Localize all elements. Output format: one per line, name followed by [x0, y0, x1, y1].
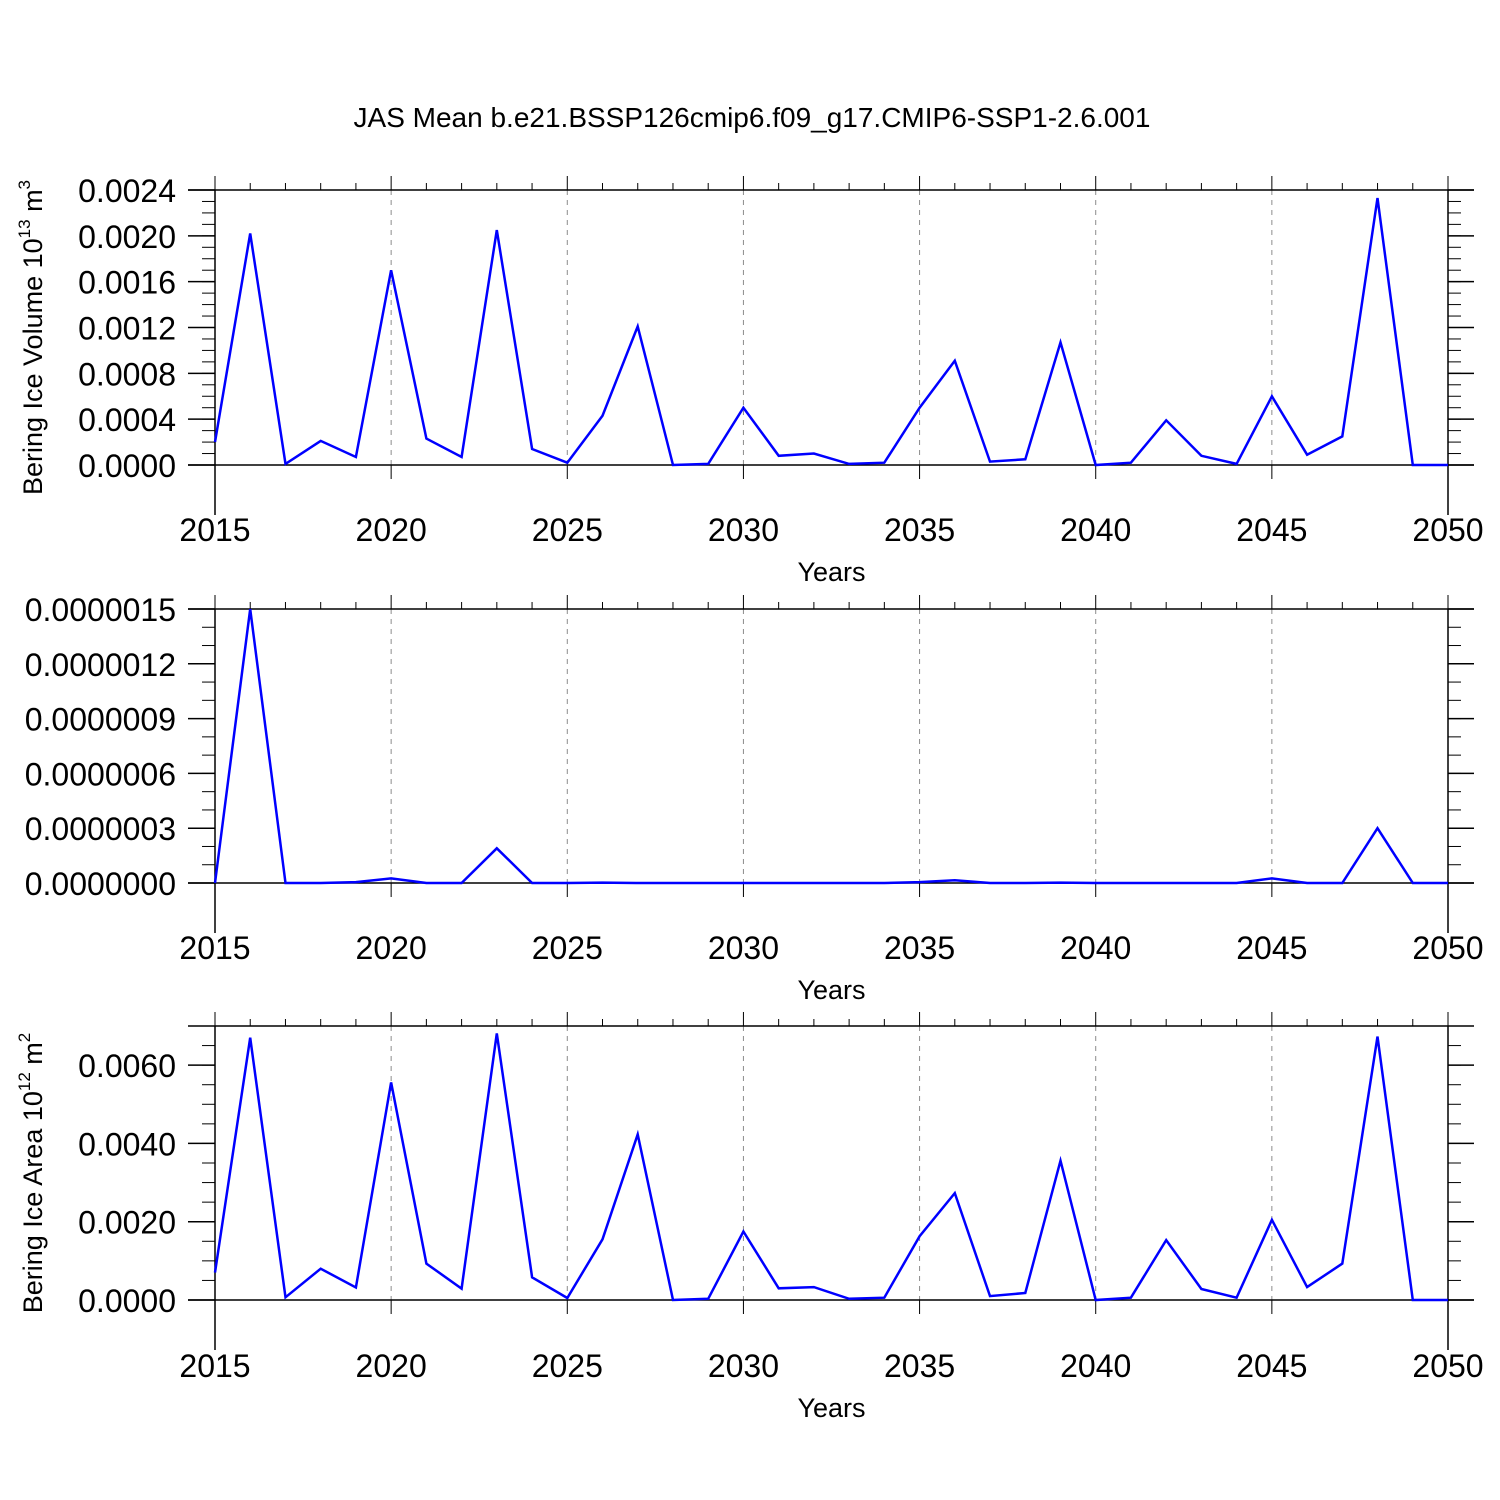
y-axis-label-exp: 12: [15, 1072, 34, 1091]
chart-panel-1: 0.0000 0.0004 0.0008 0.0012 0.0016 0.0020 0.00…: [15, 173, 1484, 587]
figure-title: JAS Mean b.e21.BSSP126cmip6.f09_g17.CMIP…: [354, 102, 1151, 133]
x-tick-label: 2025: [532, 1348, 603, 1384]
y-axis-label-unit-exp: 3: [15, 180, 34, 189]
x-tick-label: 2025: [532, 930, 603, 966]
x-tick-label: 2025: [532, 512, 603, 548]
y-tick-label: 0.0012: [78, 311, 176, 347]
y-tick-label: 0.0020: [78, 219, 176, 255]
y-axis-label-unit-exp: 2: [15, 1033, 34, 1042]
x-tick-label: 2050: [1412, 512, 1483, 548]
x-tick-label: 2045: [1236, 512, 1307, 548]
y-tick-label: 0.0020: [78, 1205, 176, 1241]
x-axis-label: Years: [797, 975, 865, 1005]
y-tick-label: 0.0000003: [25, 811, 176, 847]
y-axis-label-unit: m: [18, 189, 48, 219]
x-tick-label: 2035: [884, 512, 955, 548]
y-axis-label-unit: m: [18, 1042, 48, 1072]
x-tick-label: 2050: [1412, 930, 1483, 966]
y-tick-label: 0.0000: [78, 448, 176, 484]
x-tick-label: 2015: [179, 930, 250, 966]
y-axis-label: Bering Ice Area 1012 m2: [15, 1033, 48, 1314]
y-tick-label: 0.0000006: [25, 756, 176, 792]
y-tick-label: 0.0000000: [25, 866, 176, 902]
x-tick-label: 2020: [356, 1348, 427, 1384]
y-tick-label: 0.0000012: [25, 647, 176, 683]
y-tick-label: 0.0060: [78, 1048, 176, 1084]
y-axis-label-exp: 13: [15, 219, 34, 238]
y-tick-label: 0.0000009: [25, 702, 176, 738]
x-tick-label: 2015: [179, 512, 250, 548]
y-axis-label-text: Bering Ice Volume 10: [18, 238, 48, 495]
x-tick-label: 2020: [356, 930, 427, 966]
chart-panel-3: 0.0000 0.0020 0.0040 0.0060 2015 2020 2025 2030…: [15, 1012, 1484, 1423]
x-tick-label: 2030: [708, 512, 779, 548]
data-series-line: [213, 197, 1448, 467]
x-tick-label: 2035: [884, 930, 955, 966]
y-tick-label: 0.0040: [78, 1126, 176, 1162]
data-series-line: [213, 1033, 1448, 1302]
x-tick-label: 2015: [179, 1348, 250, 1384]
x-tick-label: 2040: [1060, 930, 1131, 966]
y-tick-label: 0.0000015: [25, 592, 176, 628]
x-axis-label: Years: [797, 1393, 865, 1423]
chart-panel-2: 0.0000000 0.0000003 0.0000006 0.0000009 0.00…: [25, 592, 1484, 1005]
x-tick-label: 2020: [356, 512, 427, 548]
y-tick-label: 0.0004: [78, 402, 176, 438]
x-tick-label: 2045: [1236, 930, 1307, 966]
x-axis-label: Years: [797, 557, 865, 587]
x-tick-label: 2030: [708, 930, 779, 966]
y-axis-label-text: Bering Ice Area 10: [18, 1091, 48, 1313]
x-tick-label: 2040: [1060, 512, 1131, 548]
y-tick-label: 0.0000: [78, 1283, 176, 1319]
x-tick-label: 2030: [708, 1348, 779, 1384]
data-series-line: [213, 608, 1448, 885]
x-tick-label: 2050: [1412, 1348, 1483, 1384]
x-tick-label: 2040: [1060, 1348, 1131, 1384]
y-tick-label: 0.0008: [78, 356, 176, 392]
x-tick-label: 2045: [1236, 1348, 1307, 1384]
y-axis-label: Bering Ice Volume 1013 m3: [15, 180, 48, 495]
y-tick-label: 0.0016: [78, 265, 176, 301]
x-tick-label: 2035: [884, 1348, 955, 1384]
y-tick-label: 0.0024: [78, 173, 176, 209]
